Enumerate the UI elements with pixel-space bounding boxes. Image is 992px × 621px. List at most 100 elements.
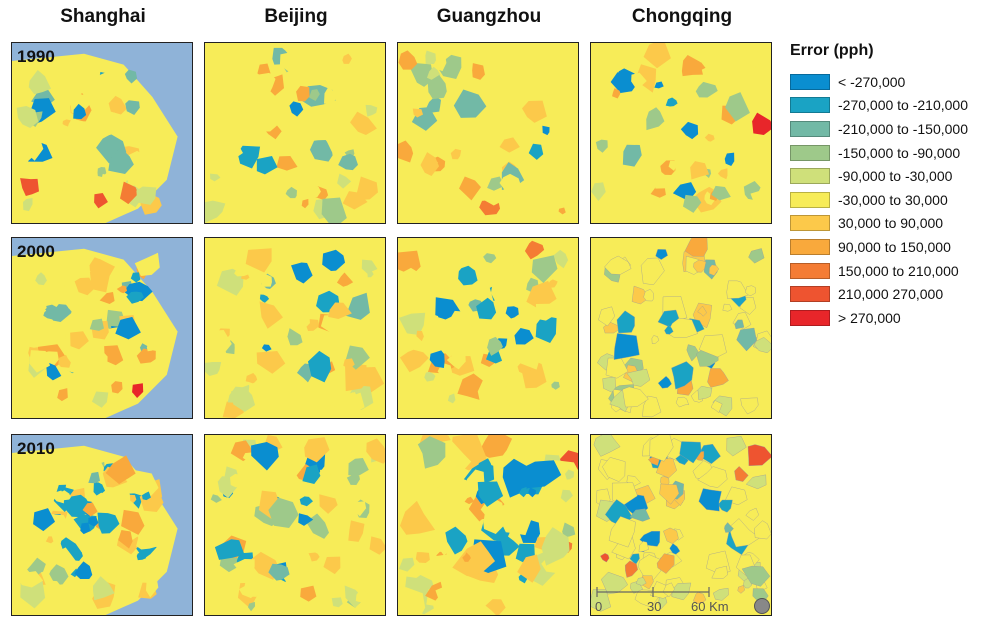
legend-swatch: [790, 73, 830, 90]
district-region: [593, 435, 621, 457]
district-region: [403, 596, 415, 612]
district-region: [363, 582, 384, 606]
district-region: [33, 508, 56, 532]
district-region: [125, 100, 140, 115]
district-region: [323, 86, 339, 105]
district-region: [70, 331, 89, 350]
district-region: [93, 482, 106, 497]
district-region: [697, 385, 713, 400]
district-region: [745, 507, 759, 521]
district-region: [72, 462, 85, 475]
district-region: [302, 568, 317, 586]
district-region: [350, 111, 377, 135]
district-region: [91, 391, 109, 408]
district-region: [610, 60, 621, 73]
district-region: [478, 458, 492, 474]
district-region: [126, 291, 144, 304]
district-region: [70, 304, 88, 322]
district-region: [80, 522, 91, 535]
district-region: [531, 195, 548, 208]
district-region: [339, 297, 349, 305]
district-region: [707, 368, 729, 388]
district-region: [671, 361, 694, 390]
district-region: [625, 560, 638, 578]
district-region: [18, 571, 44, 588]
district-region: [424, 371, 436, 382]
district-region: [607, 138, 621, 150]
district-region: [323, 394, 333, 408]
year-label: 2000: [17, 242, 55, 261]
legend-label: -90,000 to -30,000: [838, 168, 953, 185]
district-region: [84, 163, 98, 181]
district-region: [542, 125, 550, 136]
district-region: [22, 197, 33, 212]
district-region: [287, 328, 303, 346]
district-region: [72, 183, 98, 207]
district-region: [427, 75, 447, 100]
district-region: [233, 559, 255, 574]
district-region: [551, 381, 560, 390]
map-panel-beijing-2000: [204, 237, 386, 419]
district-region: [524, 240, 545, 260]
district-region: [521, 52, 543, 76]
district-region: [490, 275, 512, 304]
district-region: [629, 553, 640, 565]
district-region: [299, 346, 310, 357]
district-region: [279, 52, 300, 73]
district-region: [435, 238, 457, 265]
year-label: 2010: [17, 439, 55, 458]
district-region: [41, 379, 56, 394]
district-region: [698, 488, 722, 512]
district-region: [20, 178, 39, 196]
district-region: [679, 441, 702, 464]
district-region: [643, 289, 655, 302]
district-region: [44, 580, 66, 596]
district-region: [294, 150, 305, 160]
district-region: [248, 382, 265, 399]
district-region: [415, 552, 430, 563]
district-region: [535, 315, 557, 343]
district-region: [724, 152, 735, 166]
district-region: [268, 497, 299, 529]
district-region: [15, 297, 38, 315]
district-region: [604, 255, 632, 275]
district-region: [513, 157, 527, 168]
legend-item: 210,000 270,000: [790, 282, 968, 306]
district-region: [302, 273, 327, 298]
legend-item: -150,000 to -90,000: [790, 141, 968, 165]
choropleth-map: [12, 43, 192, 223]
district-region: [485, 599, 506, 615]
district-region: [637, 64, 657, 93]
district-region: [697, 466, 728, 488]
district-region: [73, 103, 87, 120]
district-region: [545, 533, 567, 553]
district-region: [724, 522, 734, 533]
legend-swatch: [790, 262, 830, 279]
district-region: [591, 182, 606, 202]
district-region: [752, 112, 771, 135]
scale-bar-label: 30: [647, 599, 662, 614]
choropleth-map: [398, 43, 578, 223]
legend-item: -210,000 to -150,000: [790, 117, 968, 141]
district-region: [345, 292, 370, 320]
district-region: [502, 259, 514, 269]
district-region: [398, 50, 418, 70]
district-region: [230, 473, 244, 488]
district-region: [342, 502, 363, 518]
district-region: [234, 265, 251, 277]
district-region: [505, 306, 519, 319]
district-region: [499, 137, 520, 153]
district-region: [655, 458, 677, 479]
district-region: [308, 552, 320, 562]
district-region: [461, 45, 488, 72]
district-region: [108, 95, 127, 115]
district-region: [320, 124, 344, 145]
map-panel-chongqing-2010: 0 30 60 Km: [590, 434, 772, 616]
map-panel-guangzhou-1990: [397, 42, 579, 224]
legend-label: 90,000 to 150,000: [838, 238, 951, 255]
legend-swatch: [790, 168, 830, 185]
district-region: [420, 152, 440, 177]
district-region: [437, 54, 462, 79]
district-region: [323, 556, 341, 575]
district-region: [342, 53, 352, 64]
